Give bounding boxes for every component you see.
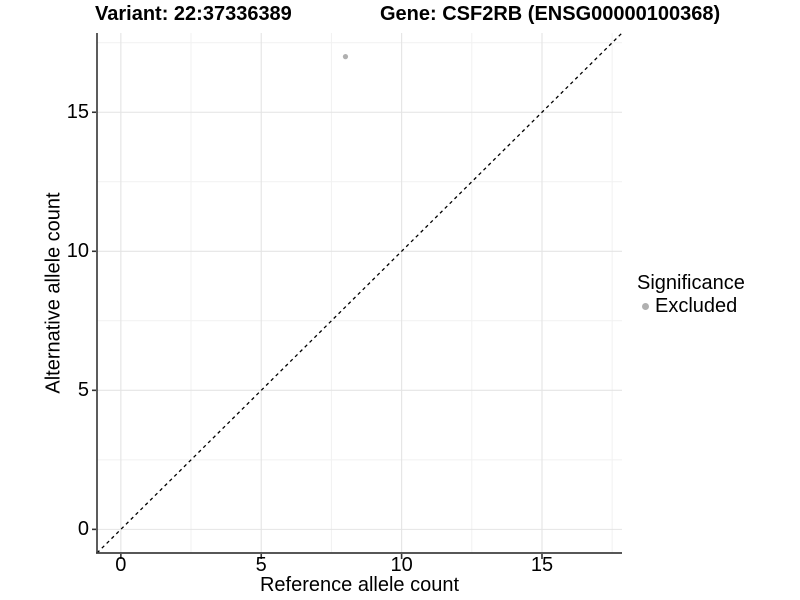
- legend-entry: Excluded: [637, 295, 745, 317]
- legend: Significance Excluded: [637, 271, 745, 317]
- data-point: [342, 54, 349, 60]
- scatter-plot-panel: [92, 33, 623, 559]
- legend-title: Significance: [637, 272, 745, 294]
- x-tick-label: 5: [255, 554, 267, 576]
- x-tick-label: 0: [115, 554, 127, 576]
- y-tick-label: 0: [77, 518, 89, 541]
- y-tick-label: 5: [77, 379, 89, 402]
- circle-icon: [642, 302, 649, 310]
- y-tick-label: 10: [66, 240, 89, 263]
- plot-title-gene: Gene: CSF2RB (ENSG00000100368): [380, 3, 721, 25]
- y-tick-label: 15: [66, 101, 89, 124]
- x-tick-label: 15: [530, 554, 554, 576]
- plot-title-variant: Variant: 22:37336389: [95, 3, 292, 25]
- legend-entry-label: Excluded: [655, 295, 738, 317]
- x-axis-title: Reference allele count: [259, 574, 459, 596]
- y-axis-title: Alternative allele count: [42, 192, 65, 394]
- legend-entries: Excluded: [637, 295, 745, 317]
- identity-reference-line: [96, 33, 623, 554]
- x-tick-label: 10: [390, 554, 413, 576]
